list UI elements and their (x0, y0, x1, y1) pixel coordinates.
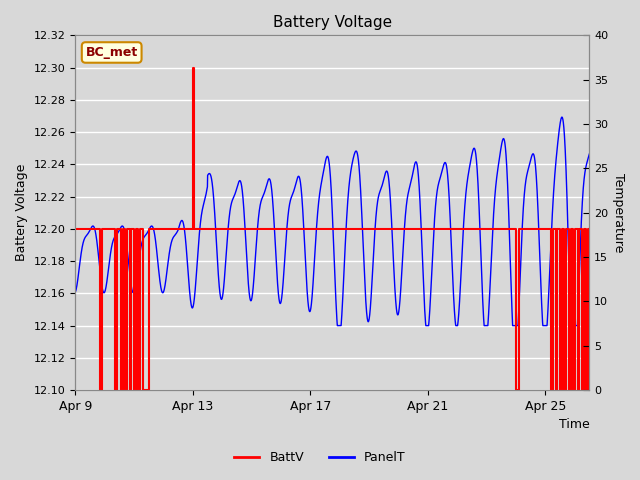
Y-axis label: Temperature: Temperature (612, 173, 625, 252)
Text: BC_met: BC_met (86, 46, 138, 59)
X-axis label: Time: Time (559, 419, 589, 432)
Y-axis label: Battery Voltage: Battery Voltage (15, 164, 28, 262)
Title: Battery Voltage: Battery Voltage (273, 15, 392, 30)
Legend: BattV, PanelT: BattV, PanelT (229, 446, 411, 469)
